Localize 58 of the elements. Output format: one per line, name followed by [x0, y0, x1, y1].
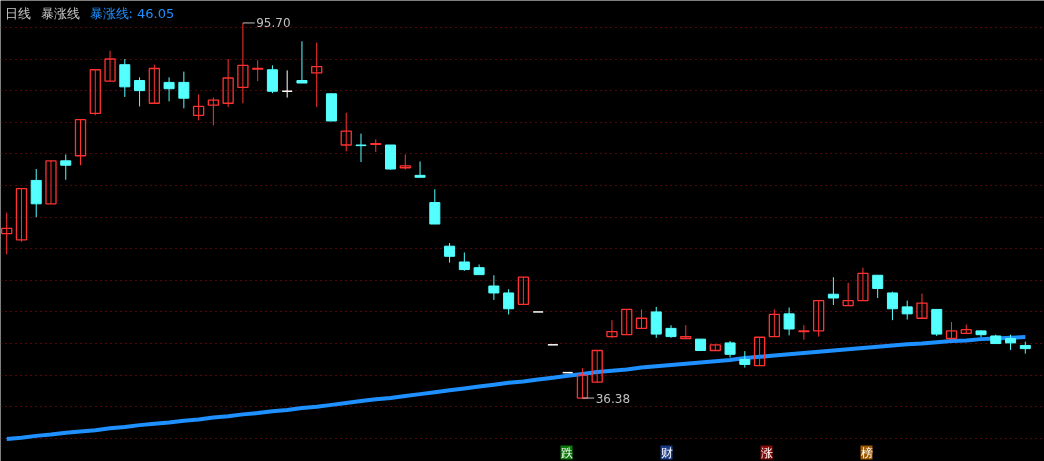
chart-subtitle: 暴涨线	[40, 5, 80, 21]
candlestick	[591, 349, 603, 384]
candlestick	[916, 293, 928, 319]
candlestick	[857, 267, 869, 302]
candlestick	[753, 336, 766, 367]
candlestick	[251, 59, 264, 82]
candlestick	[488, 274, 500, 301]
candlestick	[134, 76, 146, 107]
candlestick	[621, 308, 633, 336]
candlestick	[886, 291, 898, 321]
candlestick	[650, 306, 662, 339]
candlestick	[45, 160, 57, 205]
chart-title: 日线	[4, 5, 31, 21]
candlestick	[311, 42, 323, 108]
candlestick	[414, 160, 426, 178]
candlestick	[842, 282, 854, 307]
candlestick	[148, 64, 160, 104]
candlestick	[503, 288, 515, 315]
text: 暴涨线: 46.05	[89, 5, 175, 21]
candlestick	[222, 58, 234, 108]
candlestick	[798, 324, 810, 341]
candlestick	[444, 242, 456, 264]
candlestick	[812, 299, 825, 338]
candlestick	[60, 153, 72, 181]
candlestick	[606, 319, 618, 339]
candlestick	[355, 133, 367, 163]
candlestick	[207, 97, 220, 126]
candlestick	[1, 212, 13, 255]
candlestick	[237, 22, 249, 104]
text: 跌	[560, 445, 573, 460]
candlestick	[74, 119, 87, 166]
annotation: 36.38	[595, 391, 631, 406]
annotation: 95.70	[256, 16, 291, 31]
candlestick	[266, 64, 278, 94]
candlestick	[15, 187, 28, 243]
candlestick	[163, 76, 175, 102]
candlestick	[178, 71, 190, 109]
candlestick	[296, 40, 308, 84]
candlestick	[119, 58, 131, 98]
candlestick	[635, 308, 648, 330]
candlestick	[89, 69, 101, 116]
text: 涨	[760, 445, 773, 460]
candlestick	[768, 308, 781, 338]
candlestick	[783, 307, 795, 336]
text: 榜	[860, 445, 873, 460]
candlestick	[872, 274, 884, 299]
candlestick	[192, 93, 205, 121]
candlestick	[429, 188, 441, 225]
text: 财	[660, 445, 673, 460]
candlestick	[458, 252, 470, 272]
candlestick	[340, 112, 352, 152]
candlestick	[901, 300, 913, 321]
candlestick	[827, 276, 839, 306]
candlestick	[104, 50, 116, 82]
candlestick	[576, 367, 589, 399]
candlestick	[517, 276, 530, 305]
candlestick	[680, 324, 692, 340]
candlestick	[30, 168, 42, 218]
